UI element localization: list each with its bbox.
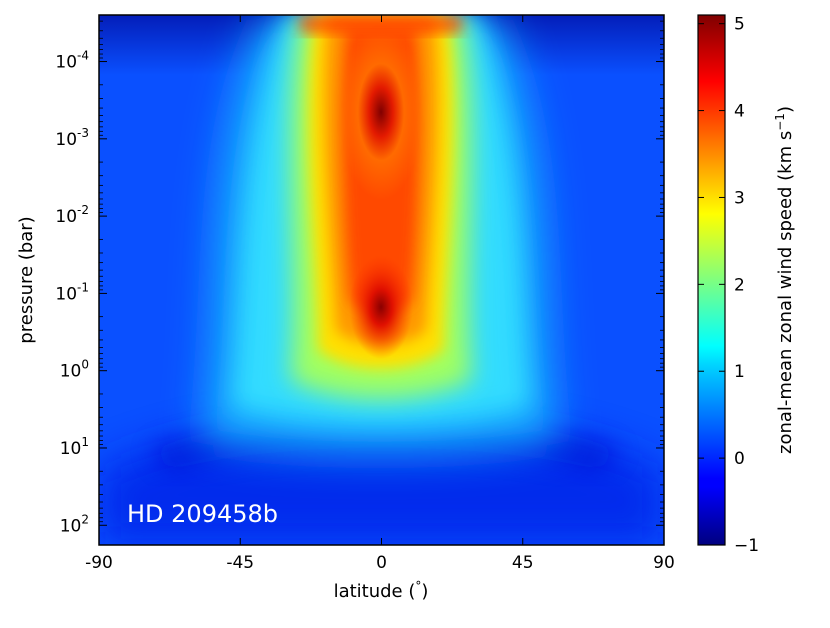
x-tick-label: -45 bbox=[226, 553, 254, 573]
colorbar-tick-label: 5 bbox=[734, 15, 745, 35]
colorbar-tick-label: 2 bbox=[734, 275, 745, 295]
y-tick-label: 10-3 bbox=[55, 126, 89, 150]
y-tick-label: 101 bbox=[60, 435, 89, 459]
colorbar-tick-label: 1 bbox=[734, 362, 745, 382]
y-tick-label: 10-4 bbox=[55, 49, 89, 73]
y-tick-label: 10-1 bbox=[55, 280, 89, 304]
planet-annotation: HD 209458b bbox=[127, 500, 278, 528]
x-axis-label: latitude (°) bbox=[334, 579, 429, 602]
x-tick-label: 0 bbox=[376, 553, 387, 573]
colorbar-tick-label: 0 bbox=[734, 449, 745, 469]
y-tick-label: 100 bbox=[60, 358, 89, 382]
colorbar-tick-label: 4 bbox=[734, 102, 745, 122]
x-tick-label: -90 bbox=[85, 553, 113, 573]
y-axis-label: pressure (bar) bbox=[16, 216, 37, 343]
x-tick-label: 90 bbox=[653, 553, 675, 573]
colorbar-ticks: 5 4 3 2 1 0 −1 bbox=[698, 15, 759, 556]
colorbar bbox=[697, 14, 726, 546]
colorbar-label: zonal-mean zonal wind speed (km s−1) bbox=[773, 106, 796, 454]
colorbar-tick-label: 3 bbox=[734, 188, 745, 208]
x-tick-label: 45 bbox=[512, 553, 534, 573]
colorbar-tick-label: −1 bbox=[734, 536, 759, 556]
y-tick-label: 102 bbox=[60, 512, 89, 536]
heatmap-field bbox=[99, 15, 664, 545]
x-axis-ticks: -90 -45 0 45 90 bbox=[85, 15, 675, 573]
y-tick-label: 10-2 bbox=[55, 203, 89, 227]
